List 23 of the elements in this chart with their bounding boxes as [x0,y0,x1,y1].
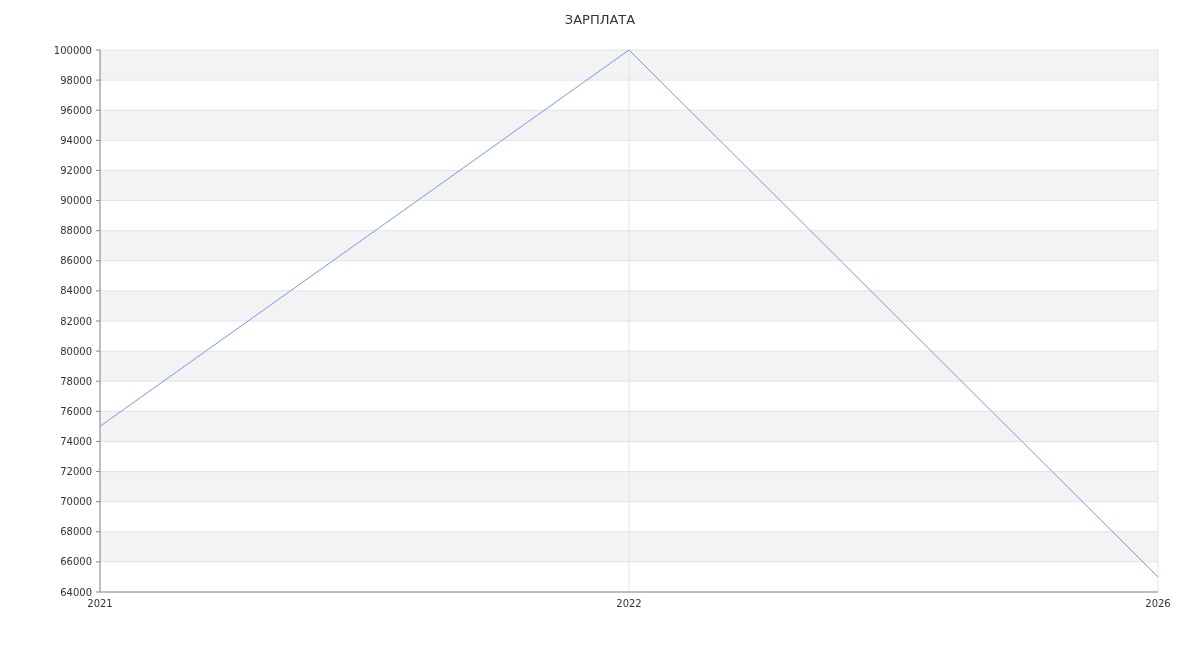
y-tick-label: 78000 [60,375,92,387]
y-tick-label: 76000 [60,405,92,417]
y-tick-label: 90000 [60,195,92,207]
chart-title: ЗАРПЛАТА [563,11,637,29]
y-tick-label: 92000 [60,164,92,176]
y-tick-label: 68000 [60,526,92,538]
x-tick-label: 2022 [616,598,642,610]
y-tick-label: 86000 [60,255,92,267]
y-tick-label: 88000 [60,225,92,237]
y-tick-label: 74000 [60,435,92,447]
y-tick-label: 72000 [60,466,92,478]
y-tick-label: 96000 [60,104,92,116]
x-tick-label: 2021 [87,598,113,610]
y-tick-label: 82000 [60,315,92,327]
y-tick-label: 80000 [60,345,92,357]
y-tick-label: 94000 [60,134,92,146]
y-tick-label: 84000 [60,285,92,297]
y-tick-label: 70000 [60,496,92,508]
y-tick-label: 98000 [60,74,92,86]
y-tick-label: 64000 [60,586,92,598]
y-tick-label: 66000 [60,556,92,568]
x-tick-label: 2026 [1145,598,1171,610]
y-tick-label: 100000 [53,44,92,56]
